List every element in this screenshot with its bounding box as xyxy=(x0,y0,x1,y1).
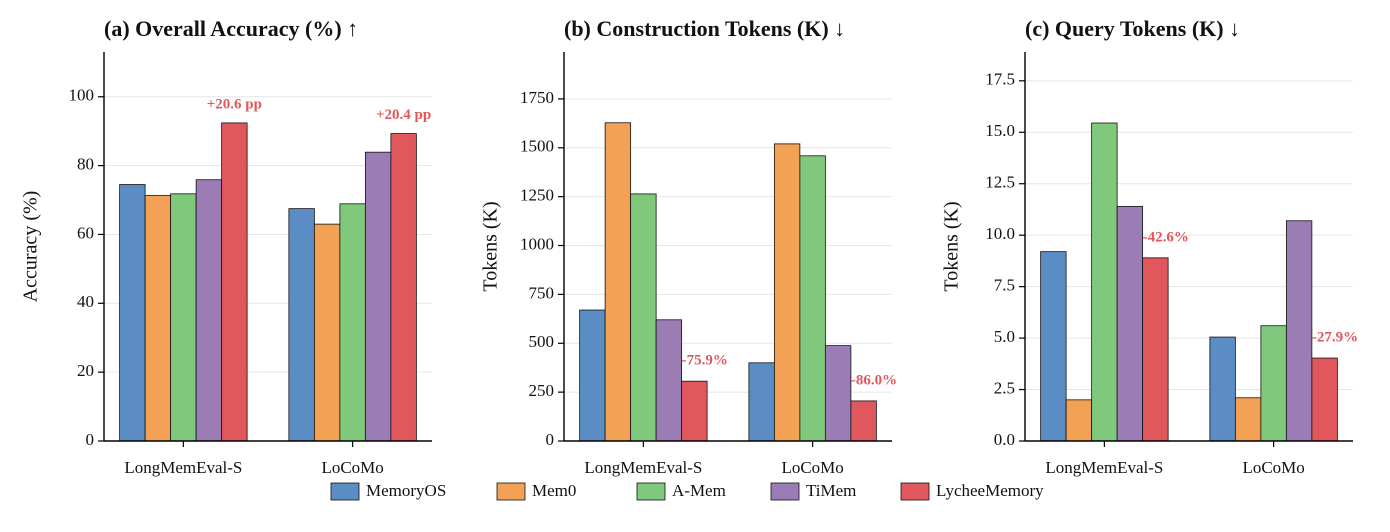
y-tick-label: 250 xyxy=(529,381,555,400)
y-tick-label: 60 xyxy=(77,223,94,242)
y-tick-label: 7.5 xyxy=(994,276,1015,295)
annotation: -86.0% xyxy=(851,372,897,388)
x-tick-label: LongMemEval-S xyxy=(1045,458,1163,477)
legend-label: LycheeMemory xyxy=(936,481,1044,500)
subplot: (c) Query Tokens (K) ↓ Tokens (K) 0.0 2.5 5.… xyxy=(941,16,1359,477)
y-axis-label: Tokens (K) xyxy=(941,201,963,291)
bar xyxy=(1091,122,1118,442)
y-tick-label: 5.0 xyxy=(994,327,1015,346)
bar xyxy=(799,155,826,442)
y-tick-label: 20 xyxy=(77,361,94,380)
chart-title: (c) Query Tokens (K) ↓ xyxy=(1025,16,1240,41)
y-tick-label: 80 xyxy=(77,155,94,174)
legend-label: MemoryOS xyxy=(366,481,446,500)
x-tick-label: LoCoMo xyxy=(781,458,843,477)
annotation: +20.6 pp xyxy=(207,96,262,112)
x-tick-label: LoCoMo xyxy=(321,458,383,477)
y-tick-label: 0.0 xyxy=(994,430,1015,449)
y-tick-label: 10.0 xyxy=(985,224,1015,243)
x-tick-label: LongMemEval-S xyxy=(124,458,242,477)
legend-swatch xyxy=(636,482,666,501)
y-tick-label: 0 xyxy=(86,430,95,449)
bar xyxy=(681,380,708,442)
subplot: (b) Construction Tokens (K) ↓ Tokens (K) 0… xyxy=(480,16,898,477)
legend-label: A-Mem xyxy=(672,481,726,500)
bar xyxy=(748,362,775,442)
y-tick-label: 1750 xyxy=(520,88,554,107)
bar xyxy=(1040,251,1067,442)
bar xyxy=(288,208,315,442)
y-tick-label: 17.5 xyxy=(985,70,1015,89)
bar xyxy=(630,193,657,442)
bar xyxy=(144,195,172,442)
bar xyxy=(390,133,417,442)
bar xyxy=(850,400,877,442)
legend-swatch xyxy=(770,482,800,501)
bar xyxy=(773,143,801,442)
y-tick-label: 100 xyxy=(69,86,95,105)
legend-swatch xyxy=(900,482,930,501)
y-tick-label: 500 xyxy=(529,332,555,351)
bar xyxy=(170,193,197,442)
annotation: -42.6% xyxy=(1143,229,1189,245)
y-tick-label: 1000 xyxy=(520,234,554,253)
x-tick-label: LoCoMo xyxy=(1242,458,1304,477)
bar xyxy=(824,345,852,442)
y-tick-label: 15.0 xyxy=(985,121,1015,140)
bar xyxy=(1234,397,1262,442)
bar xyxy=(119,184,146,442)
annotation: +20.4 pp xyxy=(376,107,431,123)
annotation: -27.9% xyxy=(1312,329,1358,345)
bar xyxy=(1311,357,1338,442)
x-tick-label: LongMemEval-S xyxy=(584,458,702,477)
y-axis-label: Accuracy (%) xyxy=(20,191,42,303)
legend-swatch xyxy=(496,482,526,501)
y-tick-label: 1250 xyxy=(520,186,554,205)
legend-label: TiMem xyxy=(806,481,856,500)
bar xyxy=(195,179,223,442)
bar xyxy=(313,223,341,442)
bar xyxy=(1116,205,1144,442)
y-tick-label: 2.5 xyxy=(994,378,1015,397)
bar xyxy=(579,309,606,442)
bar xyxy=(1065,399,1093,442)
y-tick-label: 750 xyxy=(529,283,555,302)
subplot: (a) Overall Accuracy (%) ↑ Accuracy (%) 0 2… xyxy=(20,16,432,477)
annotation: -75.9% xyxy=(682,353,728,369)
bar xyxy=(339,203,366,442)
legend-label: Mem0 xyxy=(532,481,576,500)
y-axis-label: Tokens (K) xyxy=(480,201,502,291)
legend-swatch xyxy=(330,482,360,501)
bar xyxy=(364,151,392,442)
bar xyxy=(221,122,248,442)
bar xyxy=(1209,336,1236,442)
y-tick-label: 1500 xyxy=(520,137,554,156)
chart-title: (b) Construction Tokens (K) ↓ xyxy=(564,16,845,41)
bar xyxy=(604,122,632,442)
y-tick-label: 12.5 xyxy=(985,173,1015,192)
chart-title: (a) Overall Accuracy (%) ↑ xyxy=(104,16,358,41)
y-tick-label: 0 xyxy=(546,430,555,449)
bar xyxy=(655,319,683,442)
legend: MemoryOS Mem0 A-Mem TiMem LycheeMemory xyxy=(330,481,1044,501)
bar xyxy=(1285,220,1313,442)
bar xyxy=(1142,257,1169,442)
y-tick-label: 40 xyxy=(77,292,94,311)
bar xyxy=(1260,325,1287,442)
